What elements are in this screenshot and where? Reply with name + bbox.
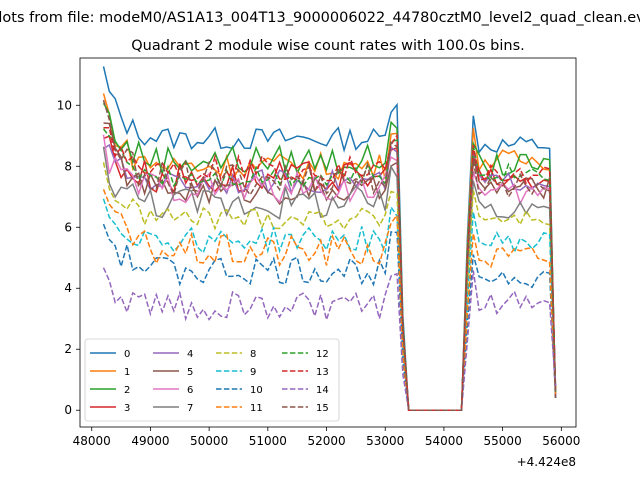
legend-label-11: 11 <box>250 403 263 414</box>
x-tick-label: 52000 <box>307 434 345 448</box>
series-layer <box>102 66 557 411</box>
y-axis: 0 2 4 6 8 10 <box>57 98 80 417</box>
x-tick-label: 51000 <box>249 434 287 448</box>
y-tick-label: 2 <box>64 342 72 356</box>
x-offset-label: +4.424e8 <box>517 455 576 469</box>
series-line-7 <box>102 146 557 411</box>
legend-box <box>84 338 340 422</box>
series-line-15 <box>102 99 557 411</box>
legend-label-7: 7 <box>187 403 193 414</box>
legend-label-8: 8 <box>250 349 256 360</box>
legend-label-14: 14 <box>316 385 329 396</box>
legend-label-1: 1 <box>124 367 130 378</box>
series-line-6 <box>102 134 557 411</box>
y-tick-label: 8 <box>64 159 72 173</box>
legend-label-10: 10 <box>250 385 263 396</box>
legend-label-12: 12 <box>316 349 329 360</box>
x-tick-label: 55000 <box>484 434 522 448</box>
legend-label-13: 13 <box>316 367 329 378</box>
legend-label-0: 0 <box>124 349 130 360</box>
y-tick-label: 0 <box>64 403 72 417</box>
legend-label-4: 4 <box>187 349 193 360</box>
series-line-8 <box>102 162 557 411</box>
series-line-14 <box>102 267 557 411</box>
plot-frame <box>79 57 577 428</box>
series-line-0 <box>102 66 557 411</box>
figure-suptitle: Plots from file: modeM0/AS1A13_004T13_90… <box>0 10 640 26</box>
legend-label-6: 6 <box>187 385 193 396</box>
x-axis: 48000 49000 50000 51000 52000 53000 54000 55000… <box>73 427 580 448</box>
y-tick-label: 4 <box>64 281 72 295</box>
legend-label-9: 9 <box>250 367 256 378</box>
series-line-10 <box>102 223 557 411</box>
x-tick-label: 50000 <box>190 434 228 448</box>
y-tick-label: 10 <box>57 98 72 112</box>
y-tick-label: 6 <box>64 220 72 234</box>
series-line-9 <box>102 198 557 411</box>
x-tick-label: 56000 <box>542 434 580 448</box>
legend-label-5: 5 <box>187 367 193 378</box>
legend-label-3: 3 <box>124 403 130 414</box>
x-tick-label: 49000 <box>131 434 169 448</box>
chart-title: Quadrant 2 module wise count rates with … <box>131 38 525 54</box>
series-line-11 <box>102 189 557 411</box>
legend-label-15: 15 <box>316 403 329 414</box>
x-tick-label: 53000 <box>366 434 404 448</box>
series-line-5 <box>103 122 557 411</box>
legend-label-2: 2 <box>124 385 130 396</box>
series-line-3 <box>103 135 557 411</box>
x-tick-label: 54000 <box>425 434 463 448</box>
x-tick-label: 48000 <box>73 434 111 448</box>
